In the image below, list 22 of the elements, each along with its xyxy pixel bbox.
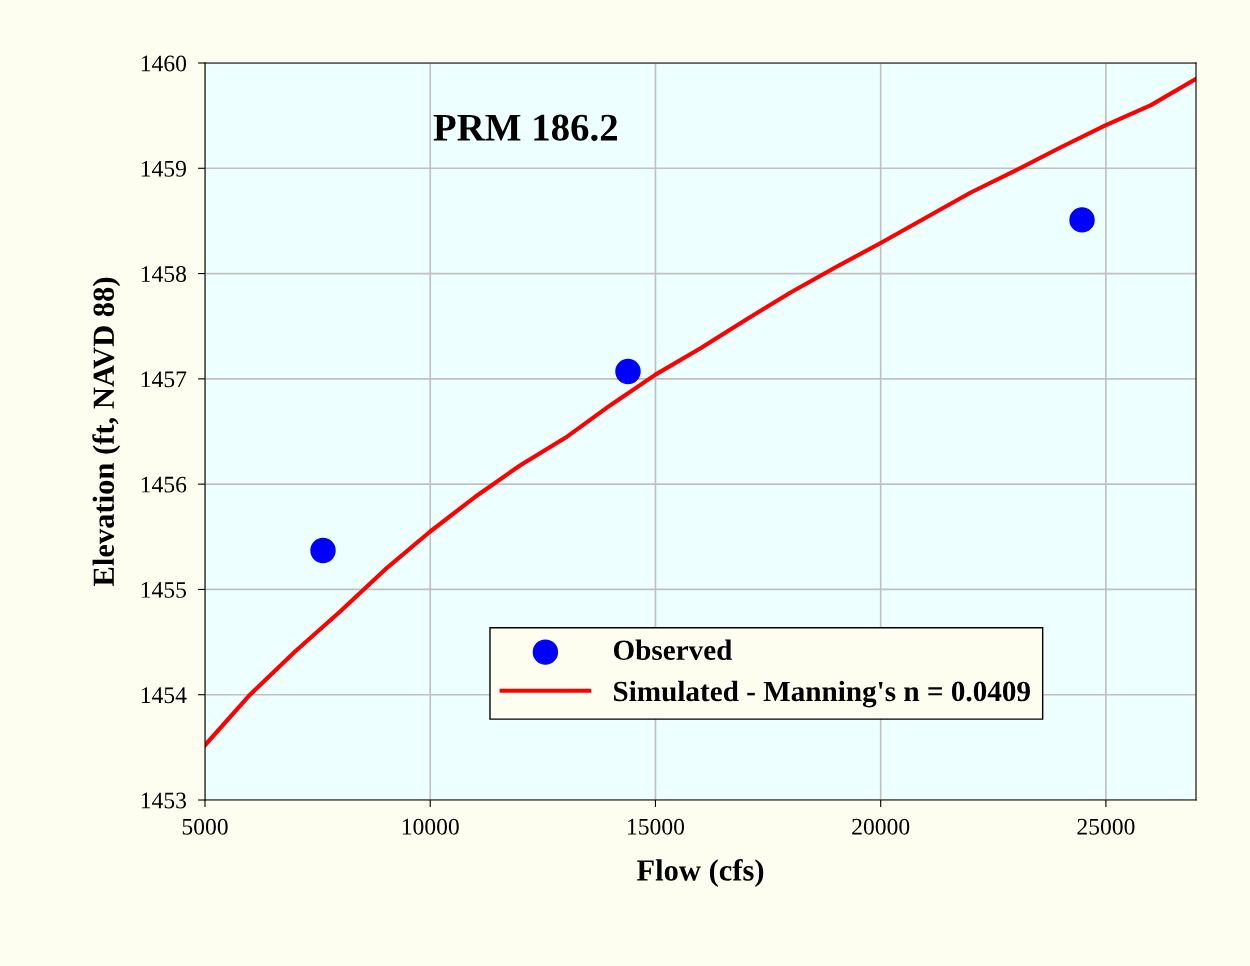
y-axis-title: Elevation (ft, NAVD 88) <box>92 277 121 587</box>
point <box>1069 207 1095 233</box>
annotation: PRM 186.2 <box>433 114 618 141</box>
point <box>615 358 641 385</box>
y-tick-label: 1458 <box>141 266 187 282</box>
y-tick-label: 1456 <box>141 476 187 493</box>
line-series <box>205 76 1196 748</box>
x-tick-label: 25000 <box>1077 818 1135 835</box>
x-tick-label: 5000 <box>182 818 228 835</box>
point <box>310 537 336 564</box>
y-tick-label: 1453 <box>141 792 187 809</box>
legend-label: Simulated - Manning's n = 0.0409 <box>614 680 1030 708</box>
x-tick-label: 20000 <box>852 818 910 835</box>
y-tick-label: 1454 <box>141 687 187 704</box>
x-tick-label: 15000 <box>628 818 685 835</box>
x-axis-title: Flow (cfs) <box>636 858 764 887</box>
y-tick-label: 1457 <box>141 371 187 388</box>
legend-label: Observed <box>613 639 733 661</box>
y-tick-label: 1455 <box>141 582 187 598</box>
y-tick-label: 1459 <box>141 160 186 177</box>
y-tick-label: 1460 <box>141 55 187 72</box>
x-tick-label: 10000 <box>402 818 459 835</box>
